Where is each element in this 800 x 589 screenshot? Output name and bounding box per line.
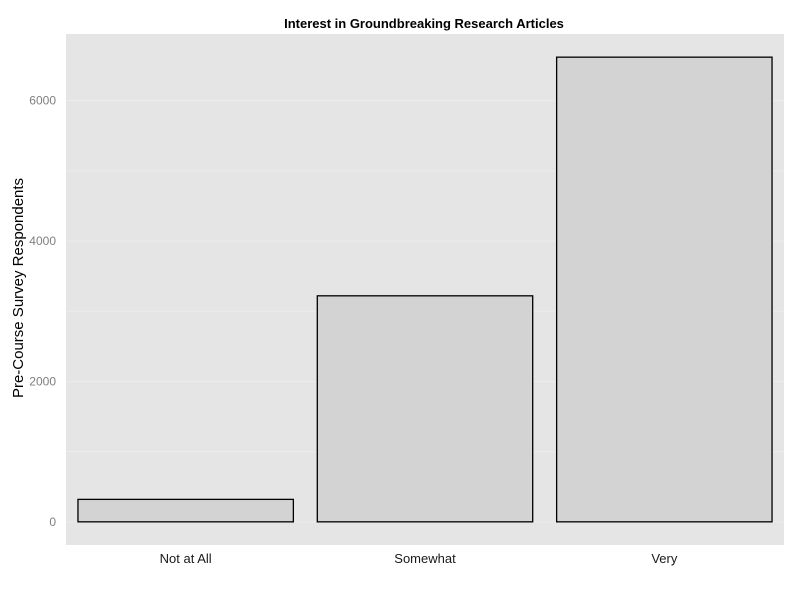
bar-not-at-all — [77, 498, 295, 523]
x-tick-label: Somewhat — [394, 551, 456, 566]
chart-title: Interest in Groundbreaking Research Arti… — [284, 16, 564, 31]
y-axis-ticks: 0 2000 4000 6000 — [29, 94, 56, 529]
bar-somewhat — [316, 295, 534, 523]
y-axis-label: Pre-Course Survey Respondents — [10, 178, 27, 398]
y-tick-label: 4000 — [29, 234, 56, 248]
bars-group — [77, 56, 773, 523]
x-tick-label: Not at All — [160, 551, 212, 566]
x-axis-ticks: Not at All Somewhat Very — [160, 551, 678, 566]
bar-very — [555, 56, 773, 523]
y-tick-label: 0 — [49, 515, 56, 529]
y-tick-label: 6000 — [29, 94, 56, 108]
x-tick-label: Very — [651, 551, 678, 566]
y-tick-label: 2000 — [29, 374, 56, 388]
